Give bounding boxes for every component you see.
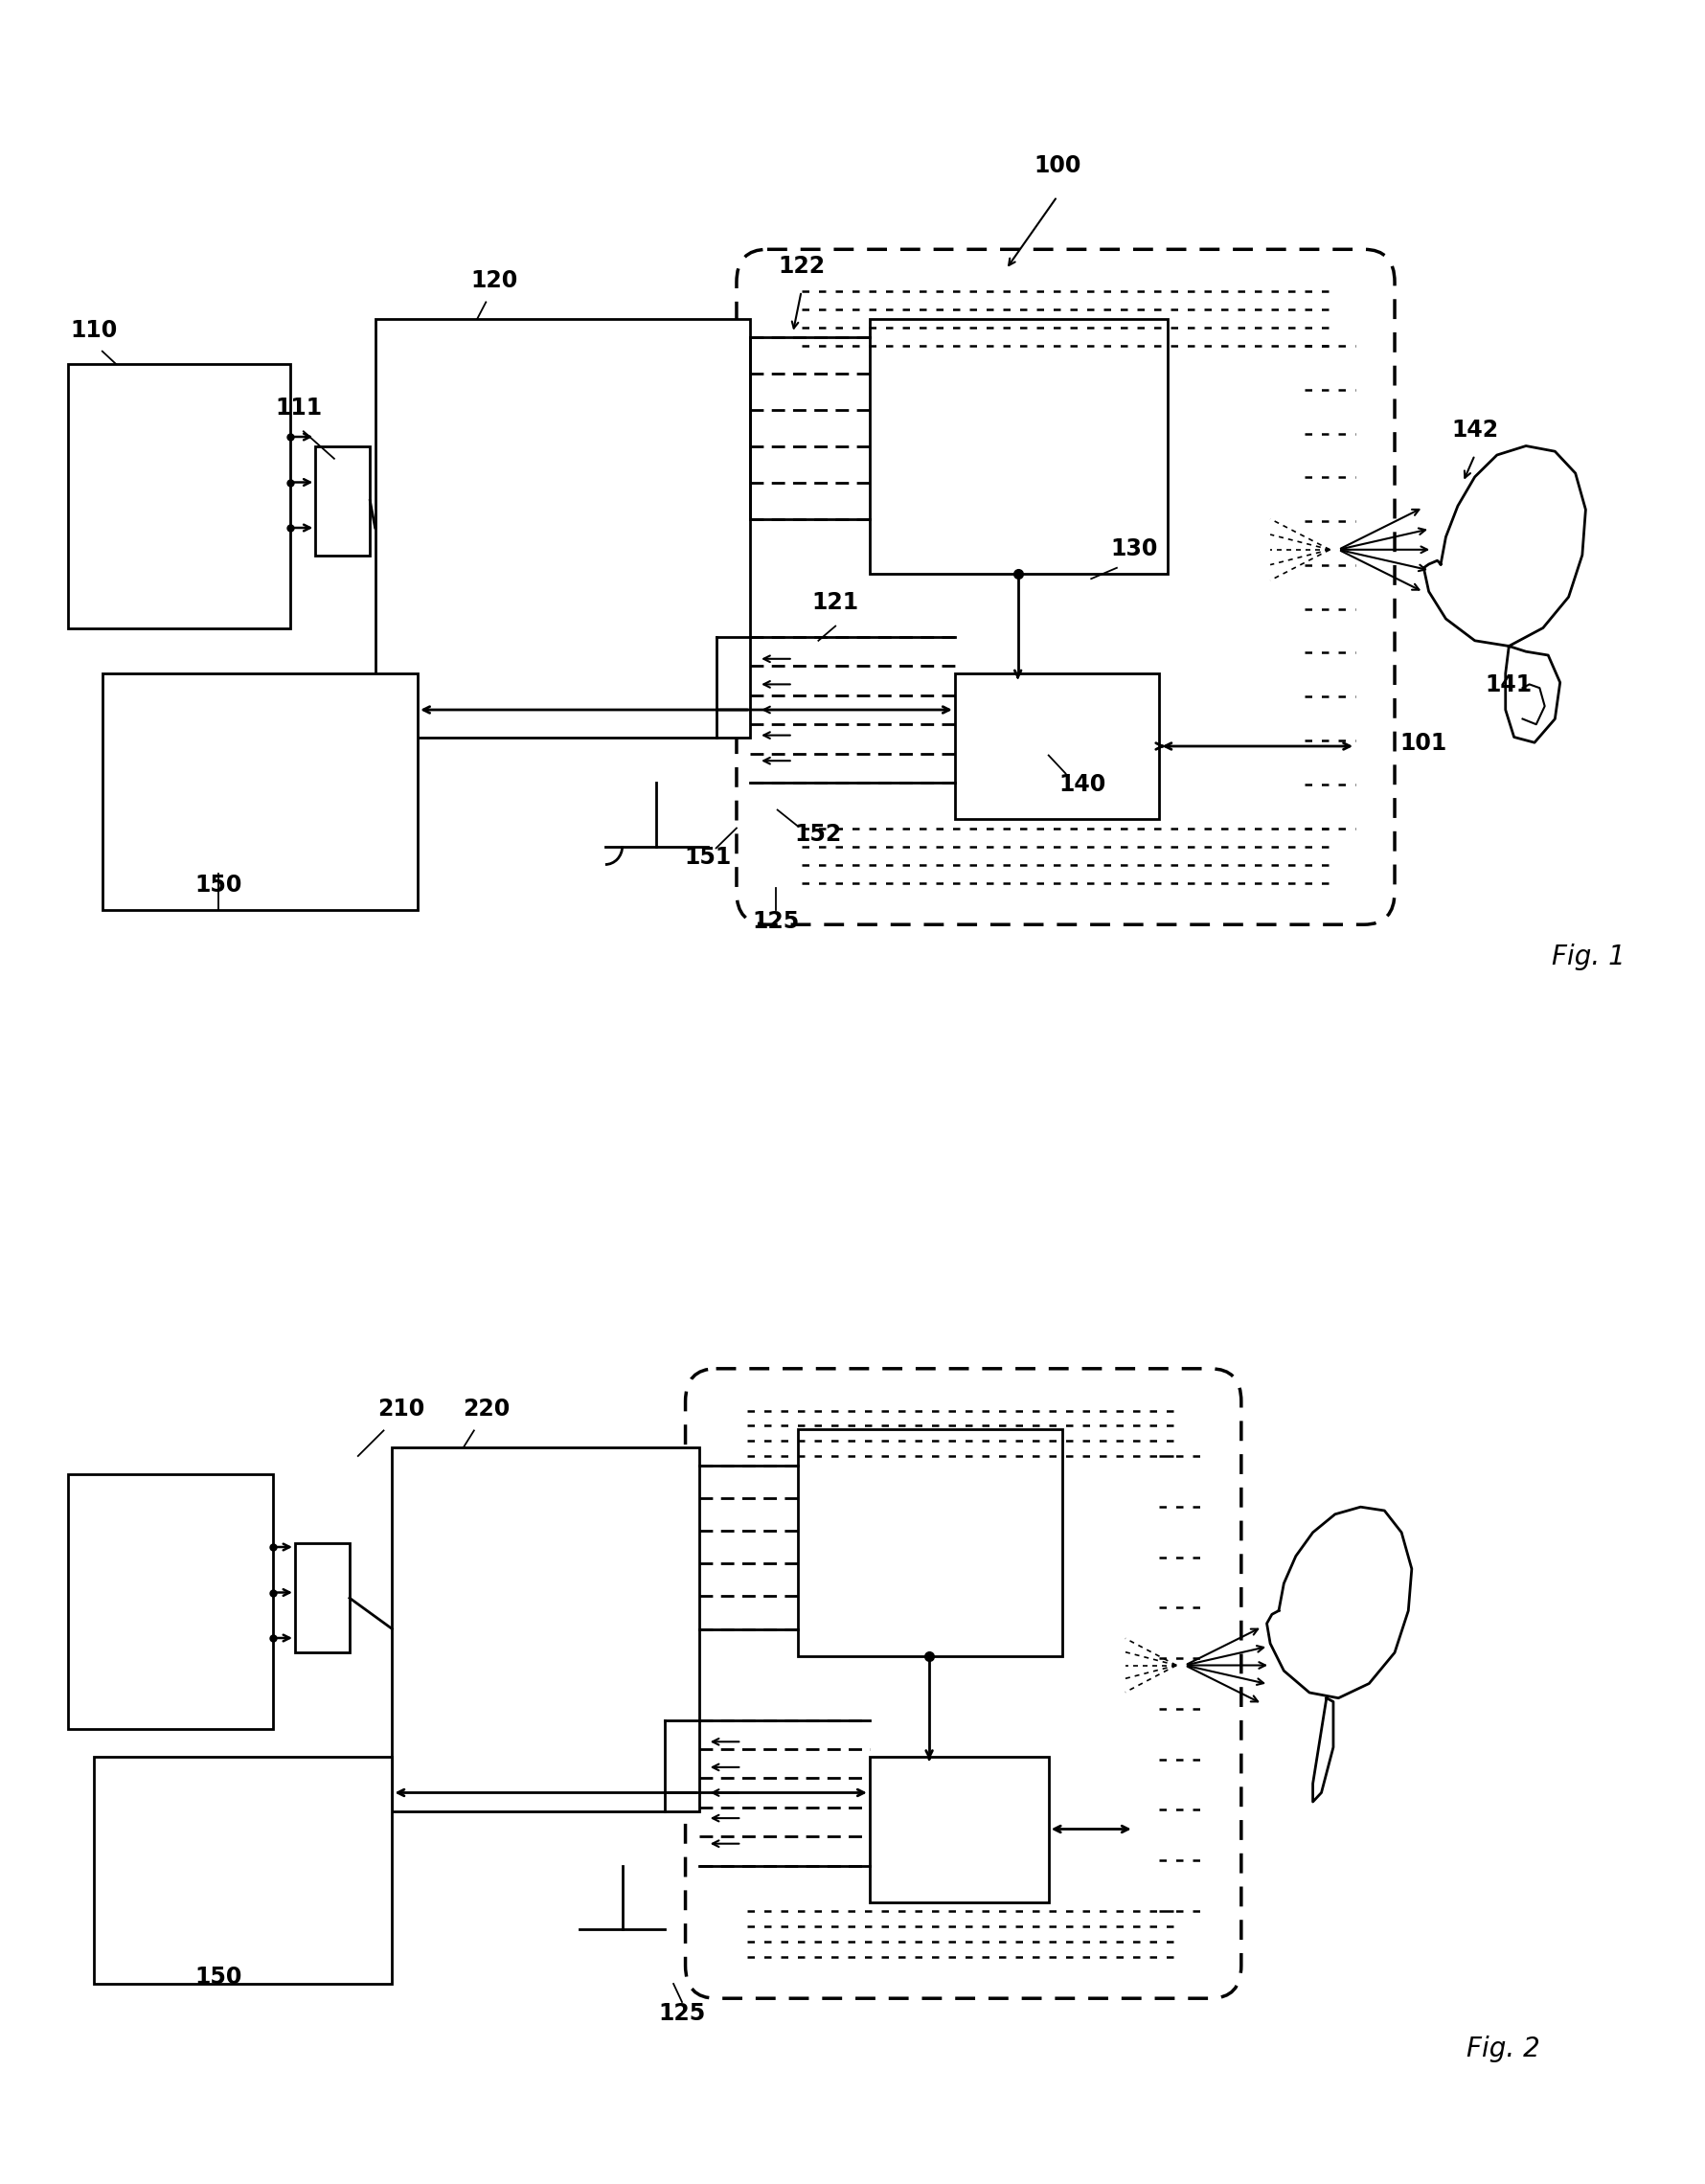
Text: 121: 121 [812, 592, 859, 614]
Text: 122: 122 [777, 256, 825, 277]
Text: 140: 140 [1059, 773, 1107, 797]
Bar [870, 319, 1168, 572]
Bar [315, 446, 370, 555]
Text: 120: 120 [471, 269, 518, 293]
Text: 130: 130 [1110, 537, 1158, 559]
Text: 100: 100 [1033, 155, 1081, 177]
Bar [94, 1756, 392, 1983]
Text: 152: 152 [795, 823, 842, 845]
Text: 210: 210 [377, 1398, 425, 1422]
Text: 150: 150 [194, 1966, 242, 1990]
Bar [375, 319, 750, 738]
Text: 110: 110 [70, 319, 118, 341]
Bar [955, 673, 1159, 819]
Bar [102, 673, 418, 911]
Text: Fig. 2: Fig. 2 [1466, 2035, 1540, 2062]
Text: 111: 111 [275, 397, 322, 419]
Bar [295, 1544, 350, 1653]
FancyBboxPatch shape [685, 1369, 1241, 1998]
Text: 151: 151 [684, 845, 731, 869]
Bar [870, 1756, 1049, 1902]
Text: Fig. 1: Fig. 1 [1552, 943, 1625, 970]
Text: 150: 150 [194, 874, 242, 898]
Text: 125: 125 [752, 911, 800, 933]
FancyBboxPatch shape [737, 249, 1395, 924]
Text: 220: 220 [462, 1398, 510, 1422]
Bar [392, 1446, 699, 1811]
Text: 142: 142 [1451, 419, 1499, 441]
Bar [68, 365, 290, 629]
Text: 125: 125 [658, 2003, 706, 2025]
Bar [798, 1428, 1062, 1655]
Text: 141: 141 [1485, 673, 1533, 697]
Text: 101: 101 [1400, 732, 1448, 756]
Bar [68, 1474, 273, 1730]
